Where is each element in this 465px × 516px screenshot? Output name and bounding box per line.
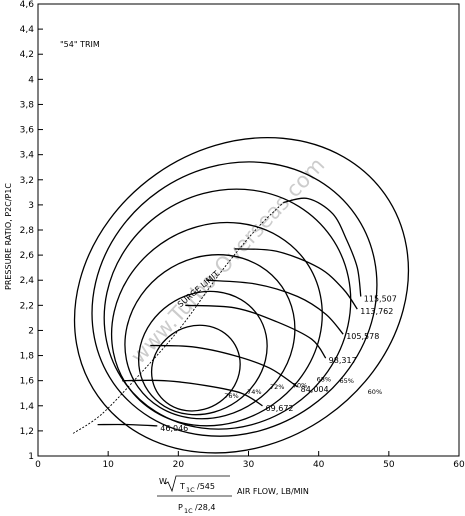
formula-w: W: [159, 477, 167, 486]
y-tick-label: 1,4: [20, 402, 35, 412]
y-tick-label: 2,2: [20, 301, 34, 311]
efficiency-label: 65%: [340, 377, 354, 385]
formula-t-sub: 1C: [186, 486, 195, 494]
efficiency-label: 60%: [368, 388, 382, 396]
y-tick-label: 1,2: [20, 427, 34, 437]
y-tick-label: 3,4: [20, 151, 35, 161]
x-tick-label: 20: [173, 460, 185, 470]
y-tick-label: 3,8: [20, 100, 35, 110]
speed-line: [206, 279, 344, 335]
y-tick-label: 2,4: [20, 276, 35, 286]
x-axis: 0 10 20 30 40 50 60: [35, 451, 465, 470]
x-tick-label: 10: [102, 460, 114, 470]
speed-line-label: 46,046: [160, 424, 188, 433]
curve-labels: 46,046 69,672 84,004 98,317 105,578 113,762 11…: [160, 269, 397, 433]
efficiency-label: 68%: [317, 376, 331, 384]
efficiency-island: [150, 324, 241, 412]
efficiency-label: 70%: [293, 382, 307, 390]
formula-p-rest: /28,4: [195, 503, 216, 512]
x-tick-label: 40: [313, 460, 325, 470]
y-tick-label: 3: [28, 201, 34, 211]
speed-line-label: 69,672: [266, 404, 294, 413]
y-axis: 1 1,2 1,4 1,6 1,8 2 2,2 2,4 2,6 2,8 3 3,2 3,4 3,6 3,8 4…: [20, 0, 43, 462]
formula: W T 1C /545 P 1C /28,4 AIR FLOW, LB/MIN: [157, 475, 309, 515]
speed-line-label: 115,507: [364, 295, 397, 304]
efficiency-islands: [73, 136, 410, 454]
efficiency-label: 72%: [270, 383, 284, 391]
formula-t: T: [179, 482, 185, 491]
formula-t-rest: /545: [197, 482, 215, 491]
speed-line-label: 105,578: [346, 332, 379, 341]
chart-title: "54" TRIM: [60, 40, 100, 49]
y-tick-label: 4,2: [20, 50, 34, 60]
y-tick-label: 2: [28, 326, 34, 336]
y-tick-label: 1,8: [20, 352, 35, 362]
y-tick-label: 4: [28, 75, 34, 85]
speed-line: [97, 423, 158, 427]
speed-lines: [97, 197, 362, 427]
y-tick-label: 3,6: [20, 126, 35, 136]
surge-line: [72, 202, 284, 434]
formula-p-sub: 1C: [184, 507, 193, 515]
y-tick-label: 2,8: [20, 226, 35, 236]
speed-line: [185, 304, 327, 359]
y-tick-label: 1: [28, 452, 34, 462]
y-axis-label: PRESSURE RATIO, P2C/P1C: [4, 183, 13, 290]
speed-line-label: 84,004: [301, 385, 329, 394]
x-tick-label: 30: [243, 460, 255, 470]
speed-line: [150, 344, 298, 388]
efficiency-label: 74%: [247, 388, 261, 396]
formula-p: P: [178, 503, 183, 512]
efficiency-island: [73, 136, 410, 454]
speed-line: [234, 248, 358, 310]
x-axis-label: AIR FLOW, LB/MIN: [237, 487, 309, 496]
speed-line: [122, 379, 263, 407]
speed-line-label: 113,762: [360, 307, 393, 316]
efficiency-island: [91, 161, 378, 437]
y-tick-label: 4,6: [20, 0, 35, 10]
y-tick-label: 3,2: [20, 176, 34, 186]
x-tick-label: 60: [453, 460, 465, 470]
x-tick-label: 0: [35, 460, 41, 470]
y-tick-label: 4,4: [20, 25, 35, 35]
efficiency-island: [103, 188, 352, 430]
efficiency-label: 76%: [224, 392, 238, 400]
x-tick-label: 50: [383, 460, 395, 470]
formula-sqrt: [164, 475, 230, 493]
speed-line: [283, 197, 362, 297]
y-tick-label: 1,6: [20, 377, 35, 387]
speed-line-label: 98,317: [329, 356, 357, 365]
y-tick-label: 2,6: [20, 251, 35, 261]
